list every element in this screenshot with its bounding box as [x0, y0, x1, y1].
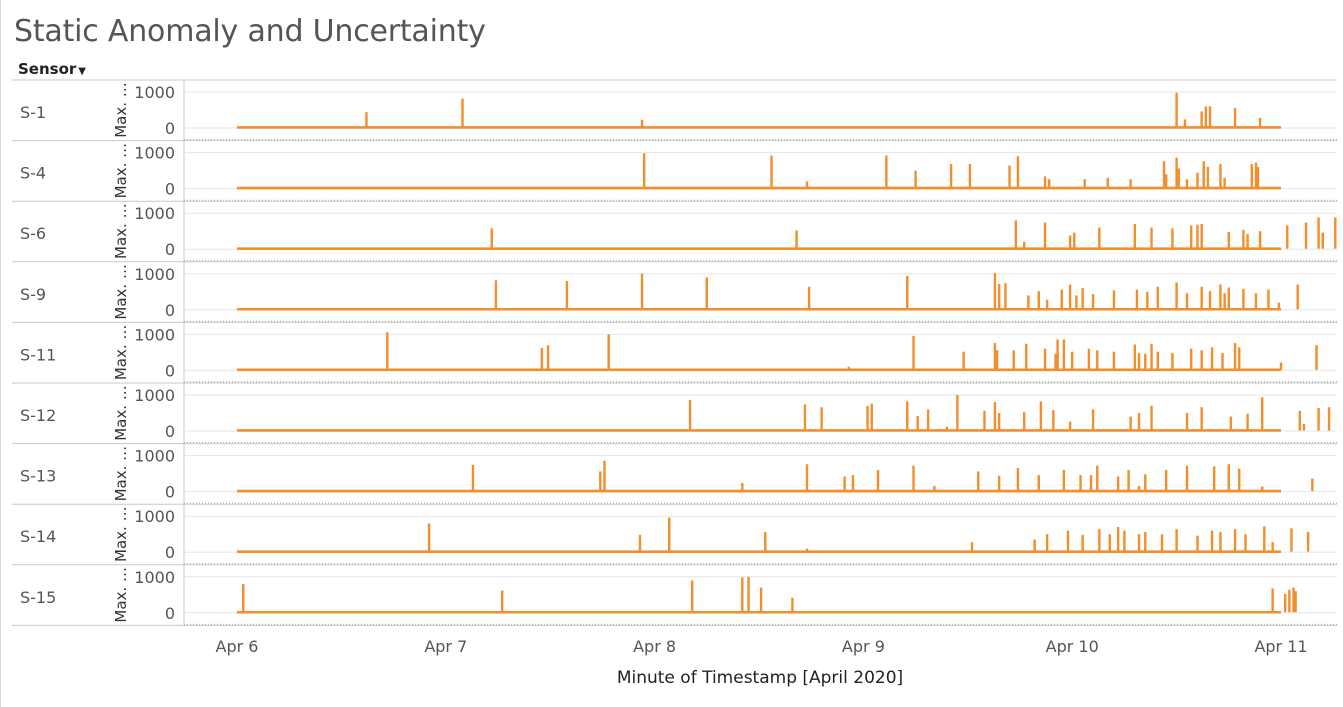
y-tick-label-1000: 1000	[134, 507, 175, 526]
y-tick-label-0: 0	[165, 543, 175, 562]
sensor-label-S-4: S-4	[20, 164, 46, 183]
y-tick-label-0: 0	[165, 301, 175, 320]
y-tick-label-1000: 1000	[134, 83, 175, 102]
sensor-header-label: Sensor	[18, 60, 77, 78]
sensor-label-S-13: S-13	[20, 467, 56, 486]
y-axis-title: Max. …	[112, 385, 130, 441]
y-tick-label-1000: 1000	[134, 447, 175, 466]
sensor-label-S-15: S-15	[20, 588, 56, 607]
y-tick-label-0: 0	[165, 483, 175, 502]
sensor-label-S-6: S-6	[20, 224, 46, 243]
y-tick-label-0: 0	[165, 240, 175, 259]
sort-dropdown-icon[interactable]: ▼	[78, 66, 86, 77]
y-tick-label-0: 0	[165, 361, 175, 380]
page-title: Static Anomaly and Uncertainty	[14, 14, 486, 49]
y-tick-label-1000: 1000	[134, 568, 175, 587]
y-tick-label-1000: 1000	[134, 265, 175, 284]
sensor-label-S-11: S-11	[20, 345, 56, 364]
sensor-label-S-9: S-9	[20, 285, 46, 304]
x-axis-title: Minute of Timestamp [April 2020]	[616, 668, 904, 688]
y-tick-label-1000: 1000	[134, 325, 175, 344]
y-axis-title: Max. …	[112, 203, 130, 259]
y-tick-label-0: 0	[165, 422, 175, 441]
y-tick-label-0: 0	[165, 180, 175, 199]
x-tick-label: Apr 6	[216, 637, 259, 656]
sensor-column-header[interactable]: Sensor ▼	[18, 60, 86, 78]
y-axis-title: Max. …	[112, 82, 130, 138]
y-axis-title: Max. …	[112, 506, 130, 562]
x-tick-label: Apr 8	[633, 637, 676, 656]
x-tick-label: Apr 10	[1046, 637, 1099, 656]
sensor-label-S-12: S-12	[20, 406, 56, 425]
y-tick-label-0: 0	[165, 119, 175, 138]
y-axis-title: Max. …	[112, 325, 130, 381]
y-tick-label-0: 0	[165, 604, 175, 623]
y-tick-label-1000: 1000	[134, 204, 175, 223]
x-tick-label: Apr 7	[424, 637, 467, 656]
sensor-label-S-1: S-1	[20, 103, 46, 122]
y-axis-title: Max. …	[112, 567, 130, 623]
y-tick-label-1000: 1000	[134, 386, 175, 405]
y-axis-title: Max. …	[112, 264, 130, 320]
y-axis-title: Max. …	[112, 143, 130, 199]
sensor-label-S-14: S-14	[20, 527, 56, 546]
x-tick-label: Apr 11	[1254, 637, 1307, 656]
left-border	[0, 0, 1, 707]
y-axis-title: Max. …	[112, 446, 130, 502]
y-tick-label-1000: 1000	[134, 144, 175, 163]
x-tick-label: Apr 9	[842, 637, 885, 656]
